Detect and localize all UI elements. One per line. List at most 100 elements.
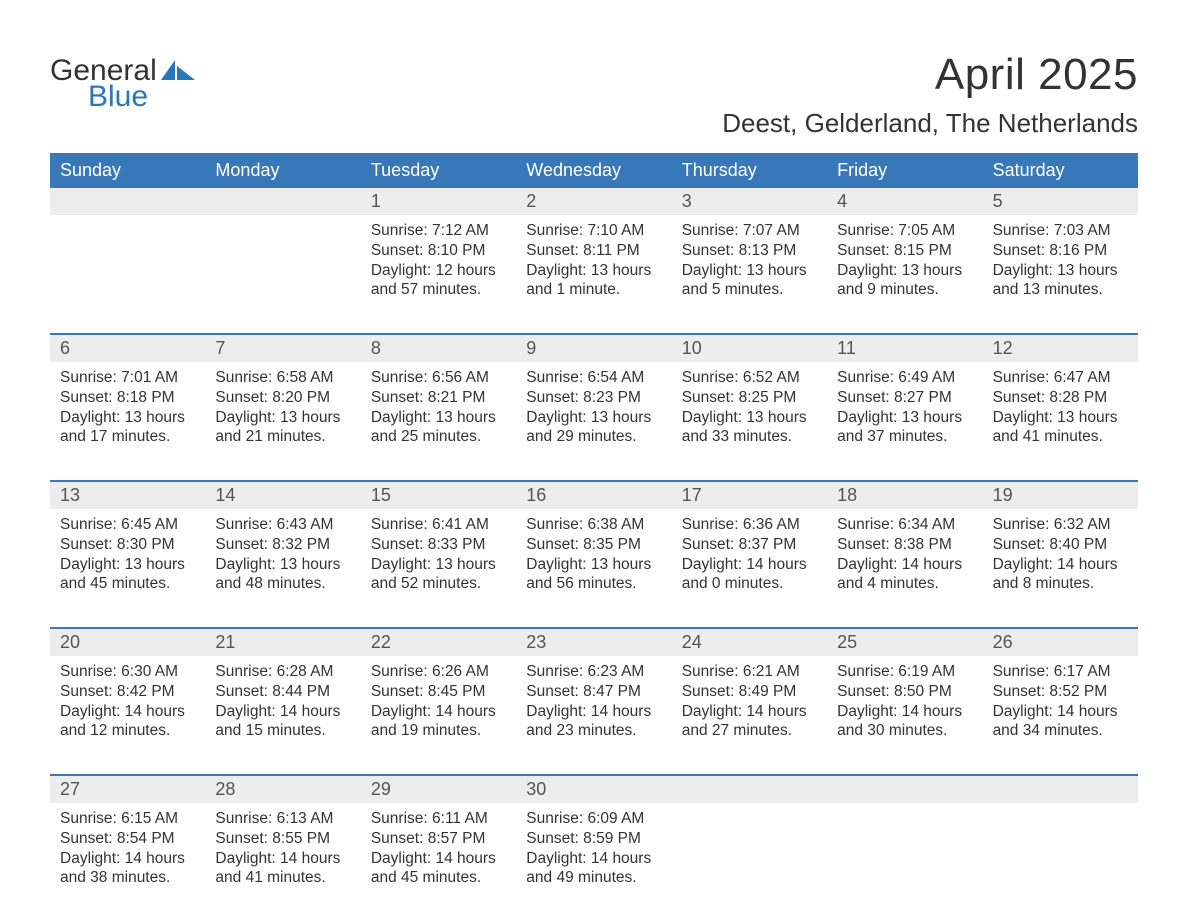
sunrise-text: Sunrise: 6:23 AM (526, 662, 661, 682)
day-number: 9 (516, 335, 671, 362)
day-cell: Sunrise: 6:45 AMSunset: 8:30 PMDaylight:… (50, 509, 205, 609)
day-cell: Sunrise: 7:12 AMSunset: 8:10 PMDaylight:… (361, 215, 516, 315)
day-number: 3 (672, 188, 827, 215)
logo-mark-icon (161, 67, 195, 84)
sunset-text: Sunset: 8:28 PM (993, 388, 1128, 408)
day-number: 24 (672, 629, 827, 656)
sunrise-text: Sunrise: 6:54 AM (526, 368, 661, 388)
sunset-text: Sunset: 8:30 PM (60, 535, 195, 555)
daylight-text: Daylight: 14 hours and 27 minutes. (682, 702, 817, 742)
sunrise-text: Sunrise: 6:58 AM (215, 368, 350, 388)
day-cell: Sunrise: 6:15 AMSunset: 8:54 PMDaylight:… (50, 803, 205, 903)
day-number: 25 (827, 629, 982, 656)
daylight-text: Daylight: 13 hours and 37 minutes. (837, 408, 972, 448)
day-cell: Sunrise: 6:17 AMSunset: 8:52 PMDaylight:… (983, 656, 1138, 756)
day-number: 20 (50, 629, 205, 656)
daylight-text: Daylight: 14 hours and 41 minutes. (215, 849, 350, 889)
daylight-text: Daylight: 13 hours and 13 minutes. (993, 261, 1128, 301)
sunset-text: Sunset: 8:21 PM (371, 388, 506, 408)
day-cell: Sunrise: 7:01 AMSunset: 8:18 PMDaylight:… (50, 362, 205, 462)
sunrise-text: Sunrise: 6:13 AM (215, 809, 350, 829)
sunset-text: Sunset: 8:45 PM (371, 682, 506, 702)
daylight-text: Daylight: 14 hours and 8 minutes. (993, 555, 1128, 595)
day-cell: Sunrise: 7:03 AMSunset: 8:16 PMDaylight:… (983, 215, 1138, 315)
sunrise-text: Sunrise: 7:12 AM (371, 221, 506, 241)
sunrise-text: Sunrise: 6:47 AM (993, 368, 1128, 388)
daylight-text: Daylight: 14 hours and 0 minutes. (682, 555, 817, 595)
day-number: 29 (361, 776, 516, 803)
logo-blue: Blue (88, 80, 195, 114)
header: General Blue April 2025 Deest, Gelderlan… (50, 50, 1138, 139)
sunrise-text: Sunrise: 6:21 AM (682, 662, 817, 682)
day-number: 26 (983, 629, 1138, 656)
day-cell: Sunrise: 6:19 AMSunset: 8:50 PMDaylight:… (827, 656, 982, 756)
sunrise-text: Sunrise: 6:52 AM (682, 368, 817, 388)
sunrise-text: Sunrise: 7:10 AM (526, 221, 661, 241)
sunrise-text: Sunrise: 6:19 AM (837, 662, 972, 682)
daylight-text: Daylight: 13 hours and 1 minute. (526, 261, 661, 301)
day-number-row: 20212223242526 (50, 629, 1138, 656)
daylight-text: Daylight: 14 hours and 4 minutes. (837, 555, 972, 595)
day-cell (827, 803, 982, 903)
day-number: 11 (827, 335, 982, 362)
day-number: 30 (516, 776, 671, 803)
daylight-text: Daylight: 13 hours and 9 minutes. (837, 261, 972, 301)
daylight-text: Daylight: 14 hours and 34 minutes. (993, 702, 1128, 742)
sunset-text: Sunset: 8:38 PM (837, 535, 972, 555)
calendar: SundayMondayTuesdayWednesdayThursdayFrid… (50, 153, 1138, 903)
week-row: 6789101112Sunrise: 7:01 AMSunset: 8:18 P… (50, 333, 1138, 462)
day-cell: Sunrise: 6:47 AMSunset: 8:28 PMDaylight:… (983, 362, 1138, 462)
logo: General Blue (50, 50, 195, 114)
week-row: 20212223242526Sunrise: 6:30 AMSunset: 8:… (50, 627, 1138, 756)
daylight-text: Daylight: 14 hours and 30 minutes. (837, 702, 972, 742)
sunrise-text: Sunrise: 6:30 AM (60, 662, 195, 682)
day-cell: Sunrise: 6:49 AMSunset: 8:27 PMDaylight:… (827, 362, 982, 462)
sunset-text: Sunset: 8:50 PM (837, 682, 972, 702)
weekday-header-row: SundayMondayTuesdayWednesdayThursdayFrid… (50, 153, 1138, 188)
day-cell: Sunrise: 7:10 AMSunset: 8:11 PMDaylight:… (516, 215, 671, 315)
daylight-text: Daylight: 14 hours and 49 minutes. (526, 849, 661, 889)
logo-text-wrap: General Blue (50, 56, 195, 114)
daylight-text: Daylight: 14 hours and 15 minutes. (215, 702, 350, 742)
day-number-row: 12345 (50, 188, 1138, 215)
sunrise-text: Sunrise: 6:28 AM (215, 662, 350, 682)
day-number: 1 (361, 188, 516, 215)
day-number: 17 (672, 482, 827, 509)
month-title: April 2025 (722, 50, 1138, 100)
daylight-text: Daylight: 14 hours and 19 minutes. (371, 702, 506, 742)
day-number: 23 (516, 629, 671, 656)
sunset-text: Sunset: 8:27 PM (837, 388, 972, 408)
sunset-text: Sunset: 8:32 PM (215, 535, 350, 555)
daylight-text: Daylight: 13 hours and 5 minutes. (682, 261, 817, 301)
day-number: 14 (205, 482, 360, 509)
week-row: 13141516171819Sunrise: 6:45 AMSunset: 8:… (50, 480, 1138, 609)
day-cell: Sunrise: 6:13 AMSunset: 8:55 PMDaylight:… (205, 803, 360, 903)
daylight-text: Daylight: 14 hours and 45 minutes. (371, 849, 506, 889)
day-number: 28 (205, 776, 360, 803)
sunset-text: Sunset: 8:15 PM (837, 241, 972, 261)
daylight-text: Daylight: 13 hours and 21 minutes. (215, 408, 350, 448)
sunset-text: Sunset: 8:20 PM (215, 388, 350, 408)
sunset-text: Sunset: 8:49 PM (682, 682, 817, 702)
day-number (827, 776, 982, 803)
day-cell: Sunrise: 6:38 AMSunset: 8:35 PMDaylight:… (516, 509, 671, 609)
day-cell: Sunrise: 6:58 AMSunset: 8:20 PMDaylight:… (205, 362, 360, 462)
weekday-header: Saturday (983, 153, 1138, 188)
day-number: 19 (983, 482, 1138, 509)
sunrise-text: Sunrise: 6:56 AM (371, 368, 506, 388)
day-cell: Sunrise: 6:36 AMSunset: 8:37 PMDaylight:… (672, 509, 827, 609)
sunset-text: Sunset: 8:23 PM (526, 388, 661, 408)
sunset-text: Sunset: 8:55 PM (215, 829, 350, 849)
day-cell: Sunrise: 7:07 AMSunset: 8:13 PMDaylight:… (672, 215, 827, 315)
sunset-text: Sunset: 8:37 PM (682, 535, 817, 555)
sunset-text: Sunset: 8:18 PM (60, 388, 195, 408)
weekday-header: Monday (205, 153, 360, 188)
sunset-text: Sunset: 8:42 PM (60, 682, 195, 702)
sunset-text: Sunset: 8:13 PM (682, 241, 817, 261)
daylight-text: Daylight: 13 hours and 17 minutes. (60, 408, 195, 448)
day-number: 15 (361, 482, 516, 509)
sunrise-text: Sunrise: 6:34 AM (837, 515, 972, 535)
day-number-row: 27282930 (50, 776, 1138, 803)
sunset-text: Sunset: 8:25 PM (682, 388, 817, 408)
day-cell: Sunrise: 6:41 AMSunset: 8:33 PMDaylight:… (361, 509, 516, 609)
